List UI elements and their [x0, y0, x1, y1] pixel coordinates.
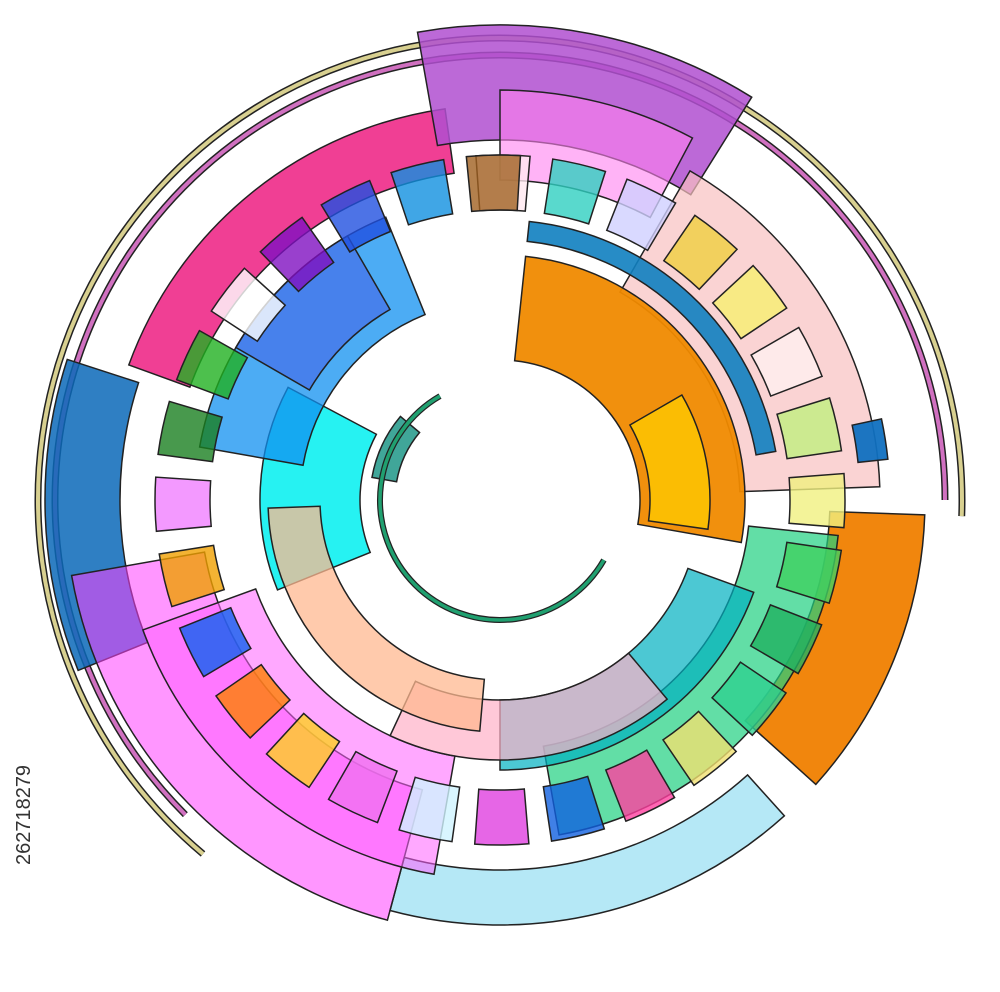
- segment: [265, 712, 341, 789]
- segment: [178, 606, 252, 678]
- segment: [210, 267, 287, 343]
- segment: [175, 329, 249, 400]
- segment: [851, 418, 889, 464]
- segment: [465, 154, 522, 213]
- segment: [259, 216, 335, 293]
- segment: [36, 36, 964, 856]
- segment: [711, 264, 788, 340]
- segment: [158, 544, 226, 608]
- segment: [788, 472, 846, 529]
- segment: [628, 393, 711, 531]
- segment: [398, 776, 461, 843]
- segment: [320, 179, 392, 253]
- segment: [776, 397, 843, 460]
- segment: [750, 326, 824, 398]
- segment: [749, 603, 823, 675]
- segment: [371, 415, 421, 483]
- segment: [661, 710, 738, 787]
- segment: [526, 220, 777, 456]
- segment: [378, 394, 606, 622]
- segment: [543, 158, 607, 225]
- circular-segments: [34, 24, 966, 926]
- segment: [390, 158, 454, 226]
- segment: [157, 400, 224, 463]
- segment: [605, 178, 677, 252]
- segment: [542, 775, 606, 842]
- segment: [327, 750, 398, 824]
- segment: [775, 541, 843, 605]
- segment: [214, 663, 292, 739]
- segment: [604, 749, 676, 823]
- segment: [267, 505, 486, 732]
- stock-id: 262718279: [13, 765, 35, 865]
- segment: [711, 661, 788, 737]
- segment: [389, 652, 669, 761]
- segment: [473, 788, 530, 846]
- segment: [499, 89, 694, 219]
- segment: [154, 476, 213, 533]
- segment: [662, 214, 739, 291]
